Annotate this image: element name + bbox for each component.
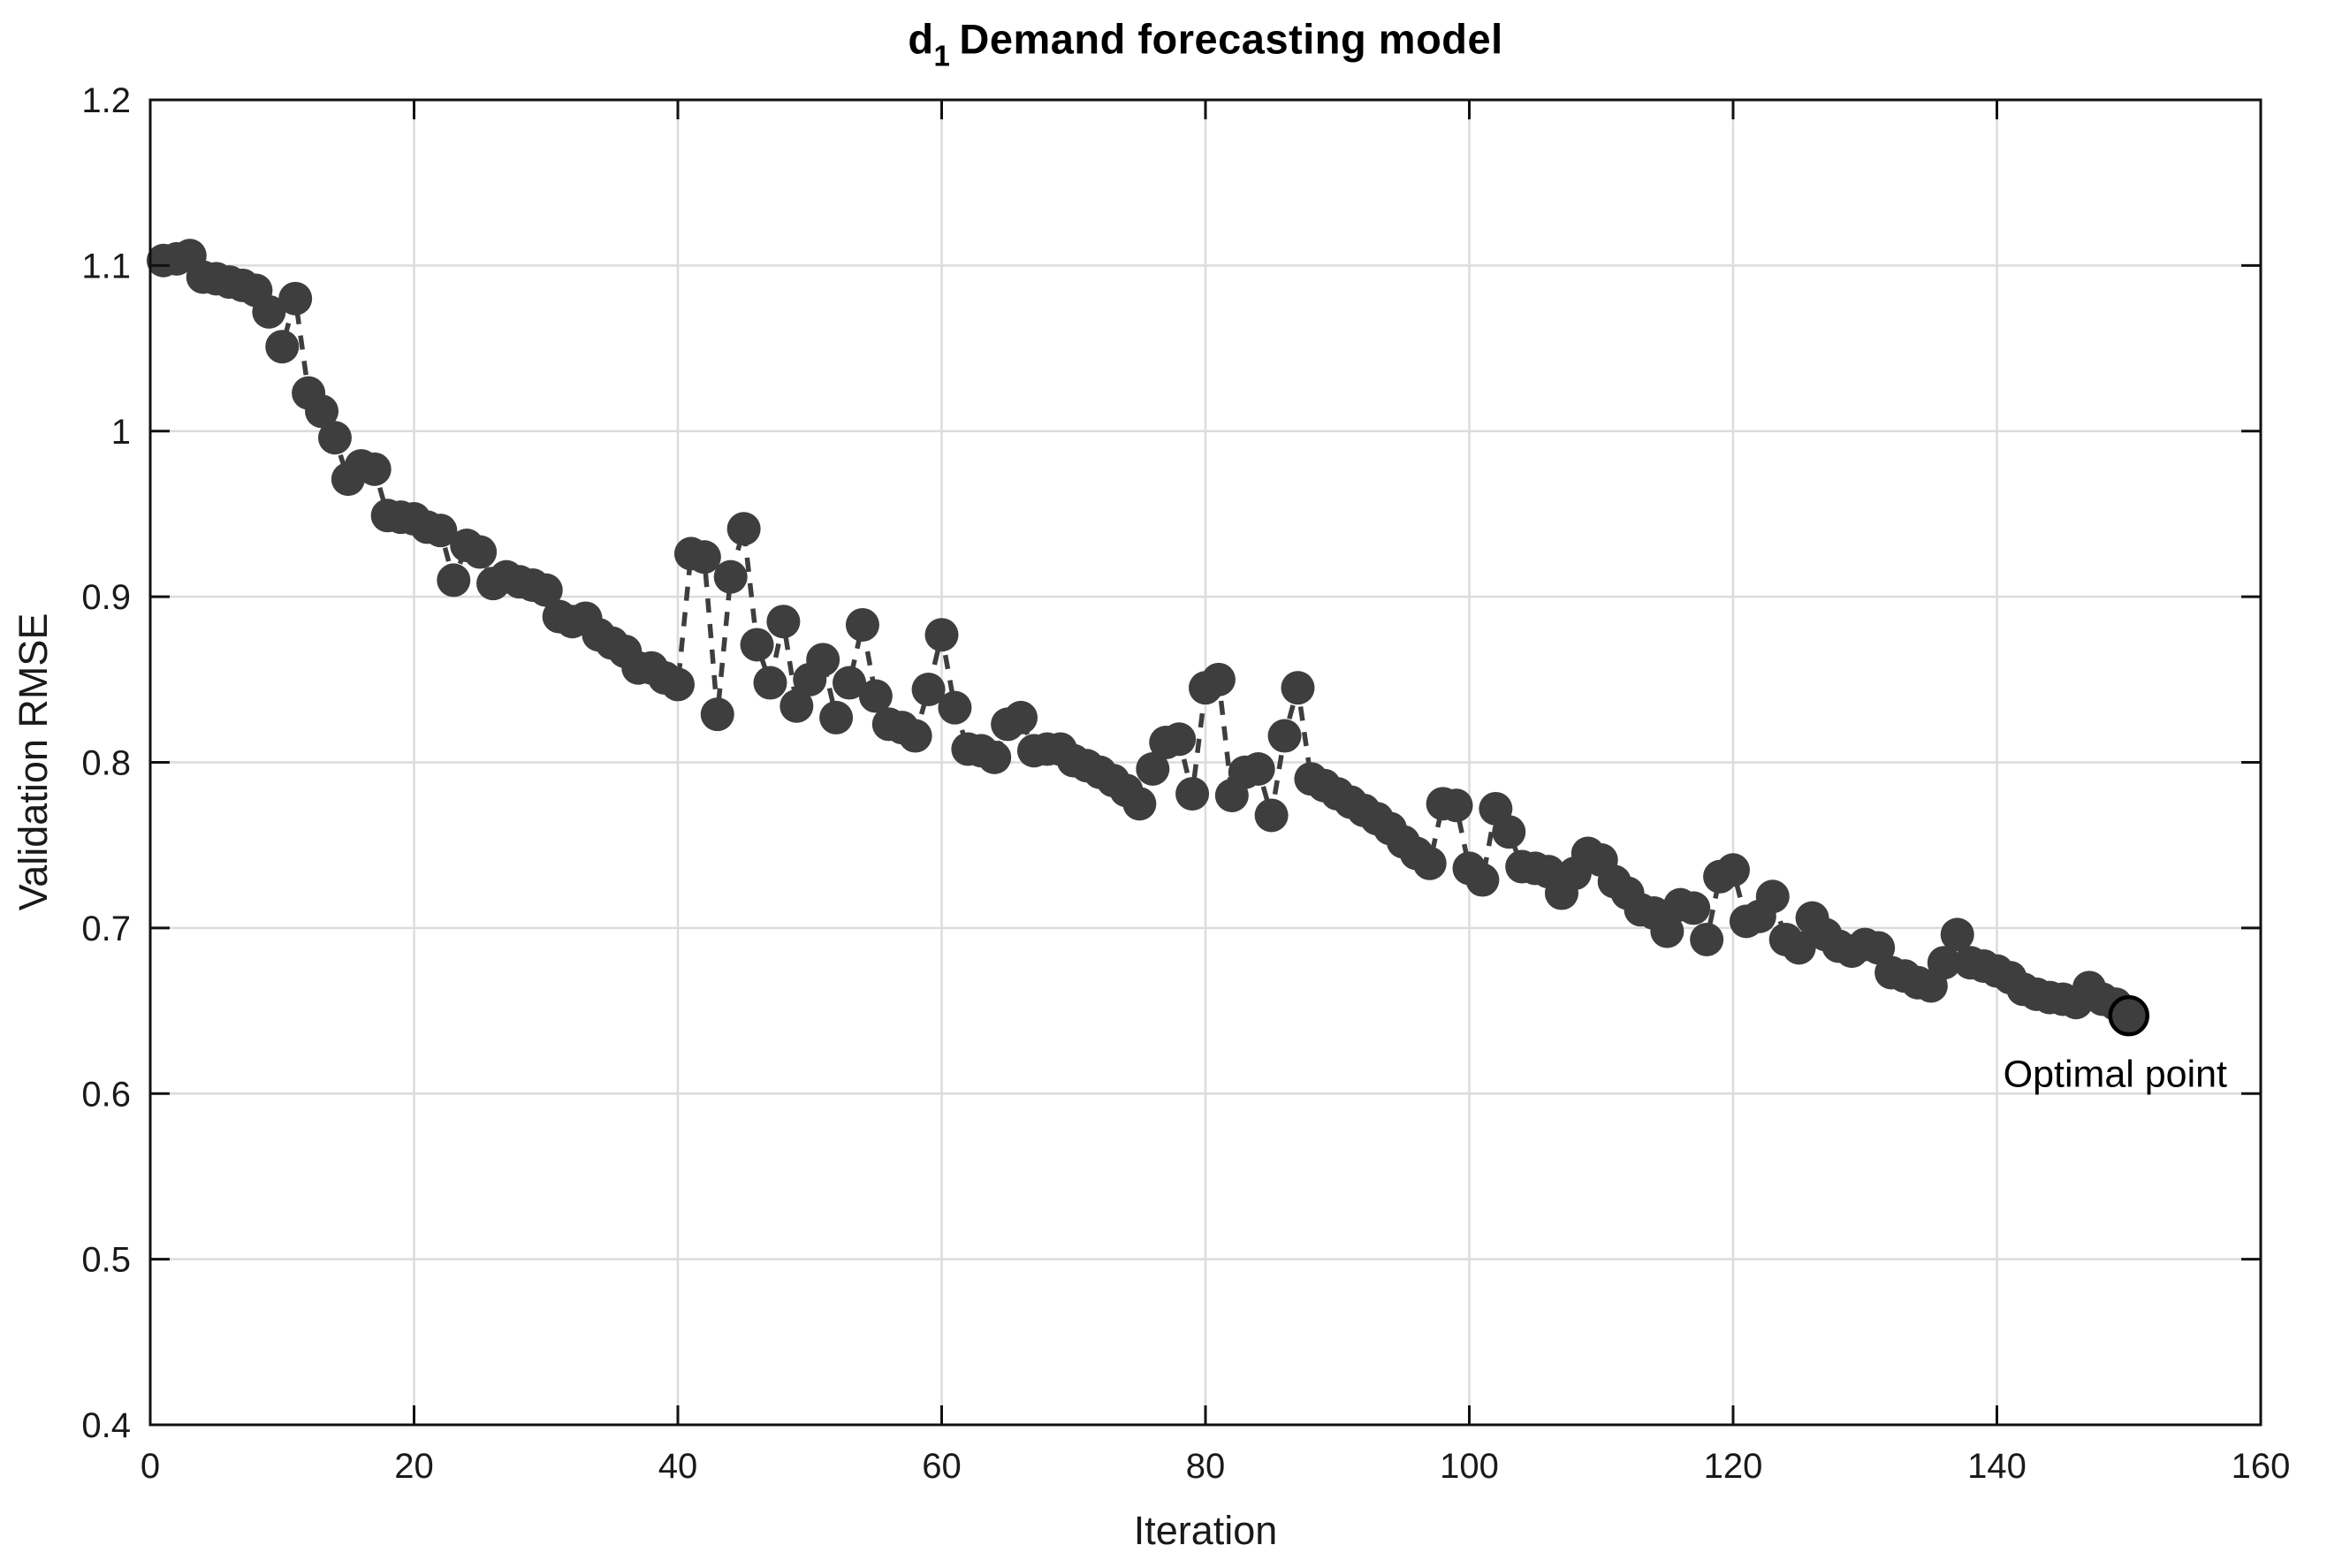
data-point: [278, 281, 313, 316]
data-point: [357, 452, 392, 486]
x-axis-label: Iteration: [1133, 1508, 1278, 1553]
data-point: [1004, 700, 1038, 735]
y-tick-label: 1.1: [81, 247, 131, 285]
data-point: [833, 666, 867, 700]
data-point: [806, 643, 840, 677]
x-tick-label: 60: [922, 1447, 962, 1486]
data-point: [1136, 751, 1170, 786]
series-dashed-line: [163, 252, 2131, 1018]
y-axis-label: Validation RMSE: [11, 613, 56, 911]
data-point: [1690, 922, 1724, 956]
data-point: [938, 690, 972, 725]
data-point: [1281, 671, 1315, 705]
data-point: [700, 697, 734, 732]
y-tick-label: 0.7: [81, 910, 131, 948]
data-point: [753, 666, 787, 700]
x-tick-label: 40: [658, 1447, 698, 1486]
data-point: [1267, 719, 1302, 753]
data-point: [305, 394, 339, 429]
data-point: [661, 667, 695, 702]
data-point: [1677, 891, 1711, 925]
x-tick-label: 80: [1186, 1447, 1226, 1486]
x-tick-label: 120: [1704, 1447, 1763, 1486]
y-tick-label: 1: [111, 413, 131, 452]
data-point: [1782, 931, 1816, 965]
y-tick-label: 0.8: [81, 744, 131, 783]
data-point: [819, 700, 854, 735]
data-point: [463, 535, 498, 569]
data-point: [1940, 917, 1974, 952]
x-tick-label: 140: [1967, 1447, 2027, 1486]
y-tick-label: 0.9: [81, 578, 131, 617]
data-point: [1861, 931, 1896, 965]
data-point: [1175, 777, 1210, 811]
data-point: [1254, 798, 1289, 833]
title-subscript: 1: [933, 39, 951, 72]
title-base: d: [908, 15, 934, 63]
data-point: [779, 689, 814, 723]
data-point: [317, 421, 352, 455]
data-point: [1650, 914, 1684, 948]
data-point: [423, 514, 458, 548]
data-point: [1201, 662, 1236, 696]
x-tick-label: 20: [394, 1447, 434, 1486]
optimal-point-ring: [2108, 994, 2149, 1037]
data-point: [1465, 863, 1500, 897]
data-point: [977, 740, 1012, 774]
data-point: [1755, 879, 1790, 914]
title-rest: Demand forecasting model: [959, 15, 1503, 63]
x-tick-label: 160: [2232, 1447, 2291, 1486]
optimal-point-label: Optimal point: [2003, 1053, 2227, 1096]
data-point: [898, 719, 932, 753]
y-tick-label: 0.4: [81, 1406, 131, 1445]
data-point: [766, 605, 801, 639]
data-point: [1412, 846, 1447, 880]
y-tick-label: 1.2: [81, 81, 131, 120]
data-point: [252, 294, 286, 329]
data-point: [1492, 815, 1526, 849]
data-point: [687, 540, 721, 575]
data-point: [1439, 788, 1473, 823]
data-point: [726, 512, 761, 546]
data-point: [437, 563, 471, 598]
data-point: [1162, 722, 1197, 757]
y-tick-label: 0.6: [81, 1075, 131, 1114]
y-tick-label: 0.5: [81, 1241, 131, 1280]
data-point: [2111, 999, 2146, 1033]
data-point: [713, 559, 748, 594]
data-point: [740, 628, 774, 662]
data-point: [1927, 946, 1961, 980]
data-point: [1716, 853, 1750, 887]
data-point: [911, 673, 946, 707]
x-tick-label: 100: [1440, 1447, 1499, 1486]
data-point: [529, 573, 563, 607]
data-point: [845, 607, 879, 642]
chart-title: d1 Demand forecasting model: [908, 15, 1503, 72]
data-point: [858, 679, 893, 713]
x-tick-label: 0: [141, 1447, 160, 1486]
data-point: [265, 330, 300, 364]
data-point: [1122, 787, 1157, 821]
data-point: [1241, 751, 1275, 786]
data-point: [924, 618, 959, 652]
